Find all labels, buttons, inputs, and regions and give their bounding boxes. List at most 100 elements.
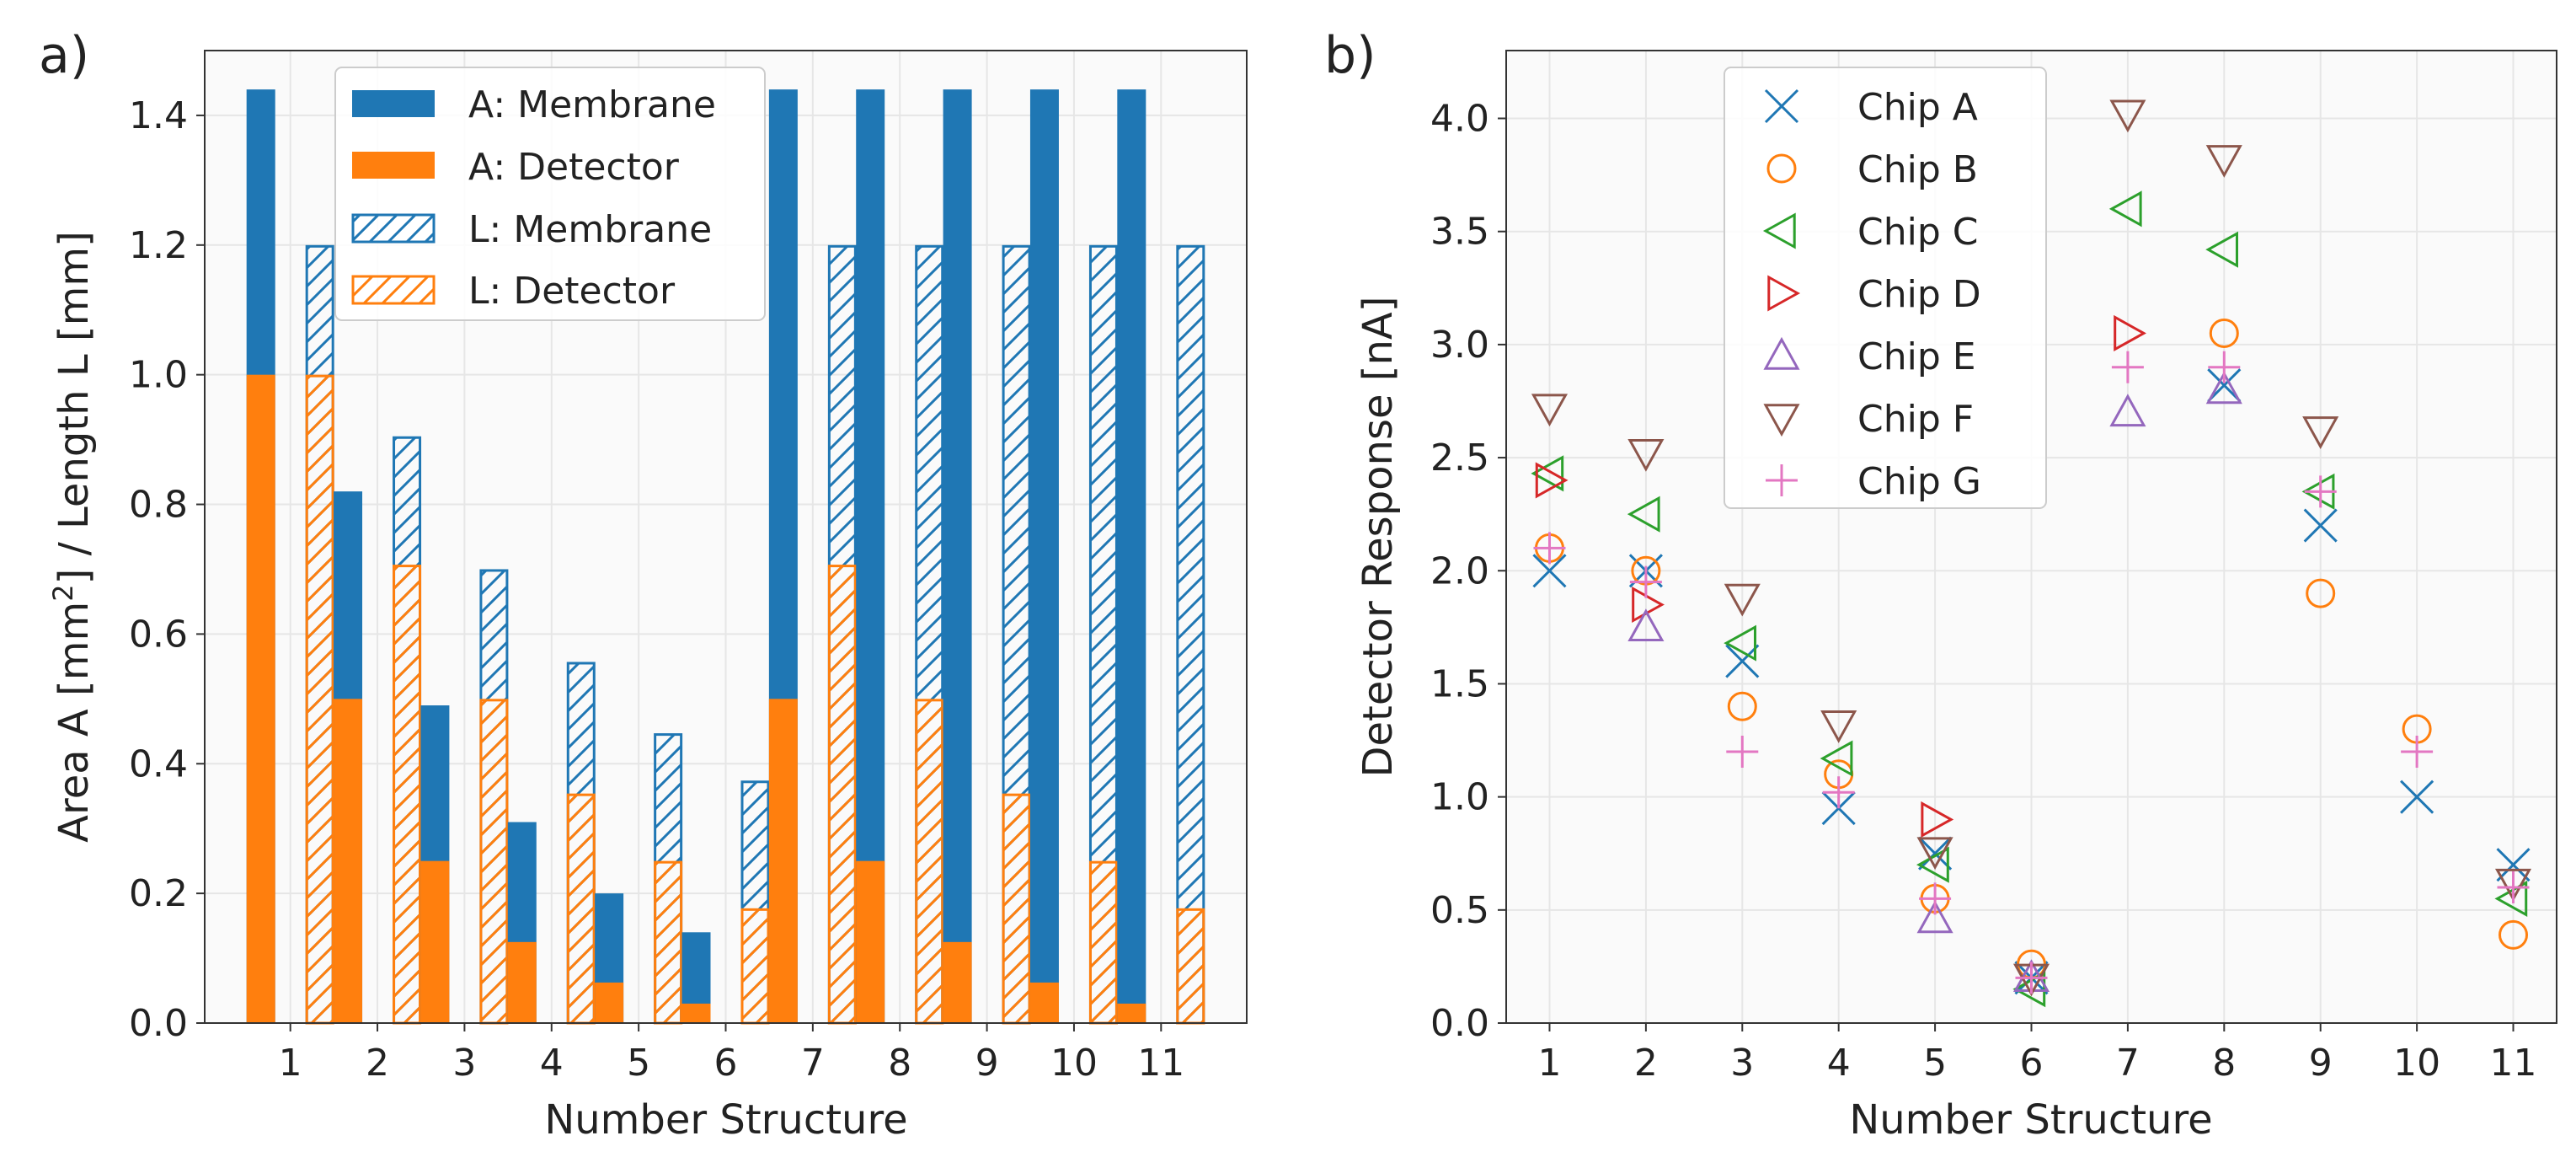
legend-label-chip-a: Chip A	[1857, 86, 1978, 129]
b-xtick-label: 4	[1827, 1042, 1851, 1085]
panel-b-legend-box	[1724, 67, 2047, 509]
point-chip-a	[2303, 508, 2338, 543]
a-xtick-label: 6	[714, 1042, 738, 1085]
legend-marker-chip-e	[1763, 336, 1800, 370]
b-ytick-label: 3.5	[1430, 211, 1489, 254]
point-chip-d	[1535, 462, 1569, 499]
b-ytick-label: 0.5	[1430, 889, 1489, 932]
b-ytick-label: 1.0	[1430, 776, 1489, 819]
a-ytick-label: 1.2	[129, 224, 188, 267]
b-xtick-label: 11	[2490, 1042, 2537, 1085]
panel-a-x-ticks: 1 2 3 4 5 6 7 8 9 10 11	[279, 1023, 1184, 1085]
b-xtick-label: 2	[1634, 1042, 1658, 1085]
b-ytick-label: 2.0	[1430, 549, 1489, 592]
legend-swatch-a-detector	[352, 152, 435, 179]
panel-a-y-ticks: 0.0 0.2 0.4 0.6 0.8 1.0 1.2 1.4	[129, 94, 205, 1045]
bar-l-detector	[915, 699, 944, 1025]
panel-a-legend: A: Membrane A: Detector L: Membrane L: D…	[334, 67, 766, 321]
legend-swatch-l-membrane	[351, 213, 436, 244]
point-chip-g	[2497, 871, 2530, 903]
bar-a-detector	[943, 941, 972, 1023]
point-chip-a	[1918, 836, 1953, 871]
point-chip-e	[1916, 900, 1953, 934]
point-chip-f	[2109, 99, 2146, 133]
legend-label-chip-c: Chip C	[1857, 211, 1978, 254]
legend-label-chip-b: Chip B	[1857, 148, 1978, 191]
b-xtick-label: 5	[1923, 1042, 1947, 1085]
panel-b-x-ticks: 1 2 3 4 5 6 7 8 9 10 11	[1537, 1023, 2537, 1085]
a-xtick-label: 3	[452, 1042, 476, 1085]
point-chip-g	[2304, 475, 2337, 508]
point-chip-f	[2302, 416, 2339, 449]
point-chip-e	[2205, 371, 2242, 405]
a-ytick-label: 0.8	[129, 484, 188, 527]
b-xtick-label: 10	[2393, 1042, 2440, 1085]
bar-l-detector	[1088, 860, 1118, 1025]
point-chip-e	[1627, 608, 1665, 642]
a-xtick-label: 11	[1137, 1042, 1184, 1085]
panel-b: b) 0.0 0.5 1.0 1.5 2.0 2.5 3.0 3.5 4.0 1 2 3 4 5 6 7 8 9…	[1324, 26, 2557, 1144]
legend-marker-chip-d	[1767, 275, 1801, 312]
a-xtick-label: 10	[1050, 1042, 1098, 1085]
point-chip-b	[1727, 691, 1757, 721]
point-chip-g	[2015, 962, 2048, 994]
a-xtick-label: 7	[801, 1042, 825, 1085]
b-ytick-label: 3.0	[1430, 324, 1489, 367]
point-chip-a	[1532, 554, 1567, 588]
legend-label-chip-d: Chip D	[1857, 273, 1981, 316]
ylabel-part-2: ] / Length L [mm]	[51, 231, 98, 584]
legend-swatch-a-membrane	[352, 90, 435, 117]
bar-a-detector	[1029, 982, 1059, 1023]
a-xtick-label: 5	[627, 1042, 650, 1085]
legend-label-chip-g: Chip G	[1857, 460, 1981, 503]
legend-marker-chip-f	[1763, 404, 1800, 437]
bar-l-detector	[566, 793, 596, 1025]
point-chip-a	[2207, 368, 2242, 403]
point-chip-a	[1725, 644, 1760, 678]
legend-marker-chip-c	[1762, 212, 1796, 249]
b-xtick-label: 6	[2020, 1042, 2044, 1085]
point-chip-f	[1531, 394, 1569, 427]
point-chip-f	[1724, 583, 1761, 617]
legend-marker-chip-a	[1764, 88, 1799, 124]
a-ytick-label: 1.4	[129, 94, 188, 137]
legend-label-a-membrane: A: Membrane	[468, 83, 716, 126]
b-xtick-label: 7	[2116, 1042, 2140, 1085]
point-chip-c	[2205, 231, 2239, 268]
panel-b-y-ticks: 0.0 0.5 1.0 1.5 2.0 2.5 3.0 3.5 4.0	[1430, 98, 1506, 1045]
point-chip-a	[2496, 848, 2531, 882]
panel-a-label: a)	[39, 26, 89, 85]
legend-marker-chip-b	[1766, 153, 1797, 184]
b-ytick-label: 4.0	[1430, 98, 1489, 141]
panel-a-legend-box	[334, 67, 766, 321]
bar-l-detector	[479, 699, 509, 1025]
point-chip-g	[2208, 351, 2241, 383]
b-ytick-label: 2.5	[1430, 437, 1489, 480]
ylabel-superscript: 2	[47, 584, 79, 601]
legend-label-chip-f: Chip F	[1857, 398, 1974, 441]
point-chip-c	[1724, 624, 1756, 662]
point-chip-g	[1726, 735, 1759, 768]
bar-a-detector	[334, 699, 363, 1023]
legend-marker-chip-g	[1766, 464, 1798, 496]
a-ytick-label: 0.6	[129, 613, 188, 656]
b-xtick-label: 3	[1730, 1042, 1754, 1085]
bar-a-detector	[595, 982, 624, 1023]
point-chip-g	[2401, 735, 2434, 768]
bar-a-detector	[681, 1003, 711, 1023]
legend-label-chip-e: Chip E	[1857, 335, 1976, 378]
b-xtick-label: 1	[1537, 1042, 1561, 1085]
point-chip-b	[2209, 318, 2239, 348]
point-chip-g	[1919, 882, 1952, 915]
a-ytick-label: 0.0	[129, 1002, 188, 1045]
a-xtick-label: 8	[888, 1042, 911, 1085]
point-chip-b	[2499, 919, 2529, 950]
bar-a-detector	[246, 374, 275, 1024]
b-xtick-label: 9	[2309, 1042, 2333, 1085]
a-ytick-label: 0.4	[129, 742, 188, 785]
point-chip-c	[2108, 190, 2142, 228]
panel-b-points	[1531, 99, 2532, 1008]
legend-label-a-detector: A: Detector	[468, 146, 680, 189]
bar-a-membrane	[1029, 89, 1059, 1023]
point-chip-c	[1820, 740, 1853, 777]
